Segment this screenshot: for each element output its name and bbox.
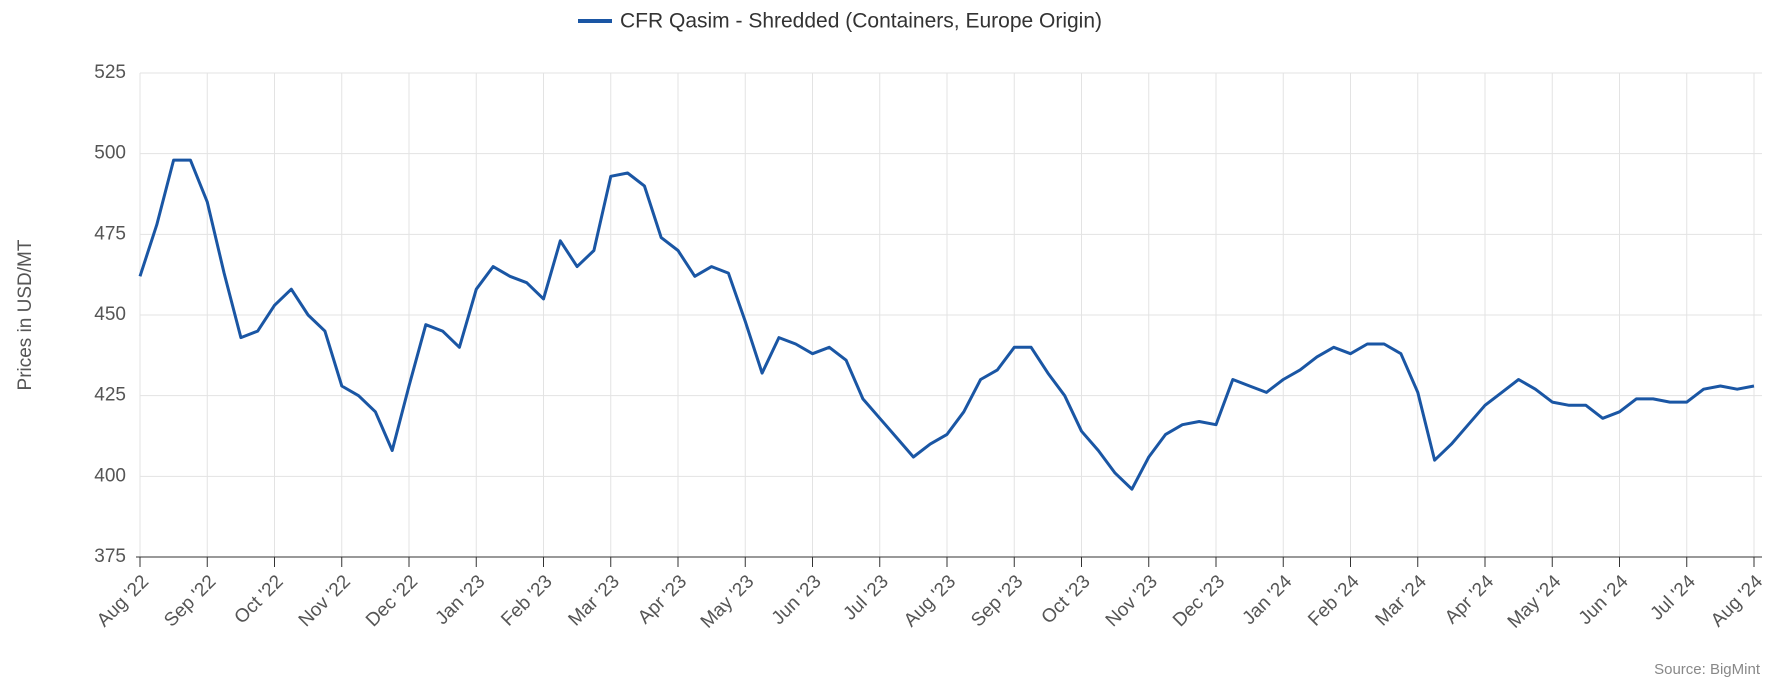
y-tick-label: 450: [94, 304, 126, 325]
legend-label[interactable]: CFR Qasim - Shredded (Containers, Europe…: [620, 10, 1102, 33]
x-tick-label: May '23: [697, 571, 758, 632]
x-tick-label: Aug '24: [1707, 571, 1767, 631]
x-tick-label: Feb '24: [1304, 571, 1364, 631]
x-tick-label: Feb '23: [497, 571, 556, 630]
x-tick-label: Jul '23: [840, 571, 893, 624]
x-tick-label: Mar '24: [1372, 571, 1432, 631]
x-tick-label: Oct '22: [231, 571, 288, 628]
x-tick-label: Jun '23: [768, 571, 826, 629]
x-tick-label: Apr '24: [1441, 571, 1498, 628]
x-tick-label: Nov '22: [295, 571, 355, 631]
x-tick-label: Nov '23: [1102, 571, 1162, 631]
y-tick-label: 475: [94, 223, 126, 244]
y-tick-label: 400: [94, 465, 126, 486]
y-tick-label: 425: [94, 385, 126, 406]
y-tick-label: 500: [94, 143, 126, 164]
y-tick-label: 375: [94, 546, 126, 567]
x-tick-label: Jul '24: [1647, 571, 1701, 625]
x-tick-label: Aug '23: [900, 571, 960, 631]
x-tick-label: Sep '22: [160, 571, 220, 631]
x-tick-label: Jan '24: [1239, 571, 1297, 629]
x-tick-label: Mar '23: [565, 571, 624, 630]
y-tick-label: 525: [94, 62, 126, 83]
source: Source: BigMint: [1654, 661, 1761, 678]
x-tick-label: Dec '22: [362, 571, 422, 631]
x-tick-label: Jan '23: [432, 571, 490, 629]
x-tick-label: Aug '22: [93, 571, 153, 631]
line: [138, 158, 1755, 491]
x-tick-label: May '24: [1504, 571, 1566, 633]
x-tick-label: Apr '23: [634, 571, 691, 628]
x-tick-label: Dec '23: [1169, 571, 1229, 631]
y-axis-label: Prices in USD/MT: [15, 239, 36, 390]
x-tick-label: Sep '23: [967, 571, 1027, 631]
x-tick-label: Jun '24: [1575, 571, 1633, 629]
x-tick-label: Oct '23: [1038, 571, 1095, 628]
